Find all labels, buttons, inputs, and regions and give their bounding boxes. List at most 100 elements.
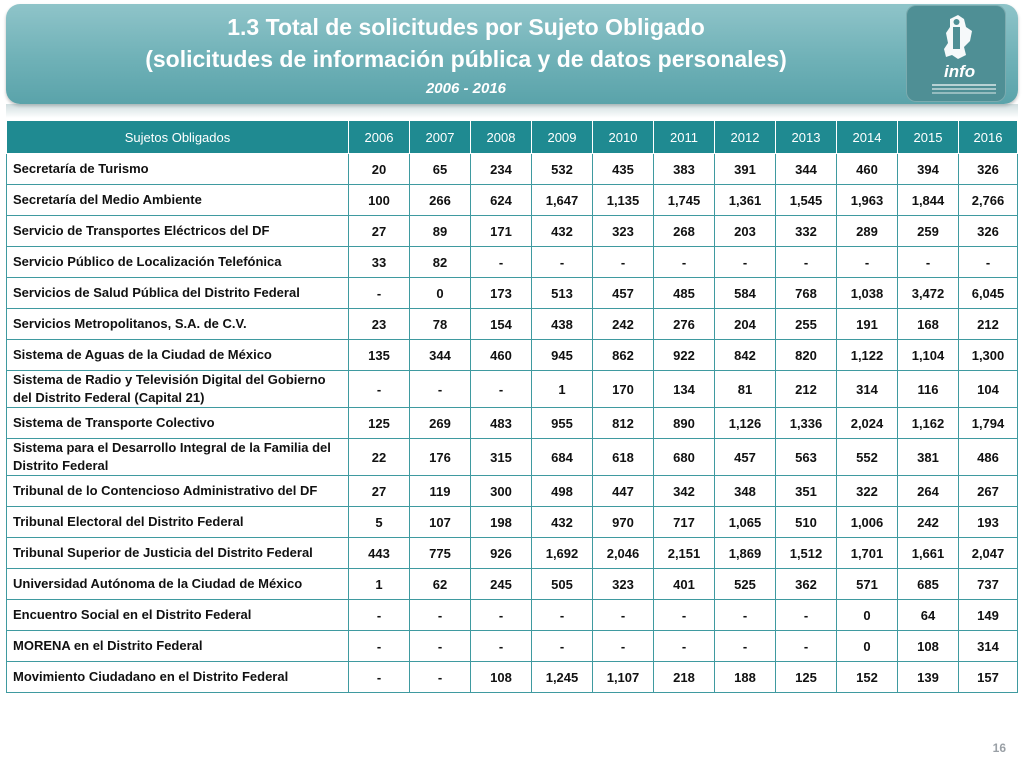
value-cell: 1,107	[592, 661, 654, 693]
value-cell: 1,661	[897, 537, 959, 569]
value-cell: 342	[653, 475, 715, 507]
value-cell: 27	[348, 475, 410, 507]
value-cell: 27	[348, 215, 410, 247]
value-cell: 890	[653, 407, 715, 439]
table-row: Sistema de Aguas de la Ciudad de México 1…	[6, 339, 1018, 371]
value-cell: -	[531, 630, 593, 662]
value-cell: 314	[836, 370, 898, 408]
value-cell: 571	[836, 568, 898, 600]
value-cell: -	[470, 599, 532, 631]
value-cell: 212	[958, 308, 1018, 340]
value-cell: -	[409, 661, 471, 693]
value-cell: 242	[592, 308, 654, 340]
value-cell: 170	[592, 370, 654, 408]
value-cell: 204	[714, 308, 776, 340]
value-cell: 193	[958, 506, 1018, 538]
value-cell: 191	[836, 308, 898, 340]
table-row: Sistema para el Desarrollo Integral de l…	[6, 438, 1018, 476]
table-header-row: Sujetos Obligados 2006 2007 2008 2009 2010 201…	[6, 120, 1018, 154]
entity-name-cell: Sistema de Radio y Televisión Digital de…	[6, 370, 349, 408]
value-cell: 245	[470, 568, 532, 600]
value-cell: 443	[348, 537, 410, 569]
value-cell: 100	[348, 184, 410, 216]
value-cell: -	[470, 246, 532, 278]
value-cell: 432	[531, 215, 593, 247]
value-cell: 1,701	[836, 537, 898, 569]
value-cell: 20	[348, 153, 410, 185]
value-cell: 2,766	[958, 184, 1018, 216]
entity-name-cell: Encuentro Social en el Distrito Federal	[6, 599, 349, 631]
value-cell: 1	[348, 568, 410, 600]
value-cell: 0	[836, 630, 898, 662]
column-header-year: 2007	[409, 120, 471, 154]
value-cell: 685	[897, 568, 959, 600]
banner-shadow	[6, 104, 1018, 118]
value-cell: -	[470, 370, 532, 408]
table-row: Tribunal de lo Contencioso Administrativ…	[6, 475, 1018, 507]
entity-name-cell: Servicio de Transportes Eléctricos del D…	[6, 215, 349, 247]
value-cell: 955	[531, 407, 593, 439]
value-cell: 438	[531, 308, 593, 340]
value-cell: 1,512	[775, 537, 837, 569]
value-cell: 266	[409, 184, 471, 216]
value-cell: -	[531, 246, 593, 278]
value-cell: 326	[958, 153, 1018, 185]
value-cell: 525	[714, 568, 776, 600]
value-cell: 945	[531, 339, 593, 371]
value-cell: 1,126	[714, 407, 776, 439]
value-cell: 188	[714, 661, 776, 693]
value-cell: 498	[531, 475, 593, 507]
value-cell: 171	[470, 215, 532, 247]
value-cell: 65	[409, 153, 471, 185]
value-cell: 460	[836, 153, 898, 185]
value-cell: 394	[897, 153, 959, 185]
value-cell: -	[348, 630, 410, 662]
table-row: Universidad Autónoma de la Ciudad de Méx…	[6, 568, 1018, 600]
value-cell: 108	[470, 661, 532, 693]
value-cell: 1,963	[836, 184, 898, 216]
value-cell: 624	[470, 184, 532, 216]
value-cell: 505	[531, 568, 593, 600]
logo-text: info	[944, 62, 976, 81]
value-cell: 149	[958, 599, 1018, 631]
logo-caption-lines	[932, 84, 996, 86]
value-cell: -	[409, 370, 471, 408]
value-cell: 6,045	[958, 277, 1018, 309]
value-cell: 198	[470, 506, 532, 538]
value-cell: 64	[897, 599, 959, 631]
value-cell: 532	[531, 153, 593, 185]
value-cell: -	[775, 630, 837, 662]
value-cell: 119	[409, 475, 471, 507]
table-row: Sistema de Radio y Televisión Digital de…	[6, 370, 1018, 408]
value-cell: -	[653, 246, 715, 278]
column-header-entity: Sujetos Obligados	[6, 120, 349, 154]
table-row: Servicio Público de Localización Telefón…	[6, 246, 1018, 278]
value-cell: 134	[653, 370, 715, 408]
value-cell: 2,046	[592, 537, 654, 569]
value-cell: -	[714, 246, 776, 278]
value-cell: 775	[409, 537, 471, 569]
value-cell: 267	[958, 475, 1018, 507]
value-cell: 401	[653, 568, 715, 600]
column-header-year: 2015	[897, 120, 959, 154]
title-banner: 1.3 Total de solicitudes por Sujeto Obli…	[6, 4, 1018, 104]
value-cell: -	[348, 661, 410, 693]
value-cell: 81	[714, 370, 776, 408]
value-cell: 154	[470, 308, 532, 340]
column-header-year: 2012	[714, 120, 776, 154]
value-cell: 323	[592, 568, 654, 600]
table-row: Secretaría de Turismo 20 65 234 532 435 383 391…	[6, 153, 1018, 185]
value-cell: 432	[531, 506, 593, 538]
column-header-year: 2010	[592, 120, 654, 154]
value-cell: 62	[409, 568, 471, 600]
table-row: Servicios de Salud Pública del Distrito …	[6, 277, 1018, 309]
value-cell: 315	[470, 438, 532, 476]
entity-name-cell: Tribunal de lo Contencioso Administrativ…	[6, 475, 349, 507]
value-cell: 125	[775, 661, 837, 693]
value-cell: 1,844	[897, 184, 959, 216]
value-cell: -	[714, 630, 776, 662]
value-cell: 1,038	[836, 277, 898, 309]
value-cell: 1,162	[897, 407, 959, 439]
value-cell: 78	[409, 308, 471, 340]
value-cell: 116	[897, 370, 959, 408]
